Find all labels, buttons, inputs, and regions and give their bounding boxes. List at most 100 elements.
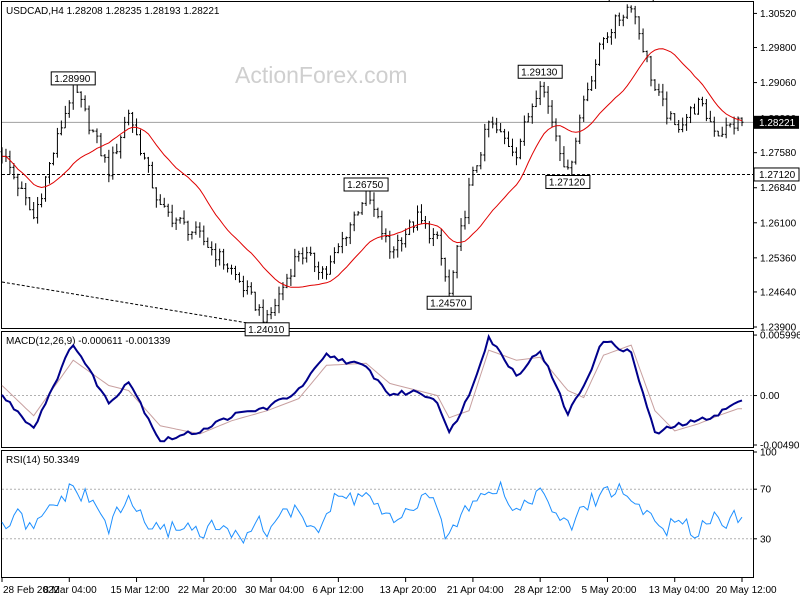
candle: [570, 160, 574, 176]
time-tick-label: 30 Mar 04:00: [245, 585, 304, 596]
price-tick-label: 1.24640: [760, 287, 797, 298]
candle: [499, 123, 503, 133]
candle: [4, 148, 8, 162]
svg-text:1.27120: 1.27120: [759, 170, 796, 181]
candle: [309, 246, 313, 256]
candle: [732, 116, 736, 135]
candle: [641, 28, 645, 53]
candle: [79, 91, 83, 108]
candle: [16, 173, 20, 197]
candle: [594, 59, 598, 89]
candle: [542, 81, 546, 98]
candle: [162, 197, 166, 208]
candle: [392, 246, 396, 259]
candle: [653, 79, 657, 91]
time-tick-label: 13 May 04:00: [649, 585, 710, 596]
svg-text:1.27120: 1.27120: [549, 177, 586, 188]
candle: [467, 177, 471, 225]
macd-panel: [1, 331, 754, 448]
candle: [677, 120, 681, 133]
candle: [40, 193, 44, 208]
candle: [372, 192, 376, 217]
candle: [578, 114, 582, 145]
candle: [230, 264, 234, 275]
candle: [431, 228, 435, 247]
price-tick-label: 1.29800: [760, 43, 797, 54]
candle: [503, 128, 507, 145]
macd-tick-label: 0.00: [760, 391, 780, 402]
candle: [186, 220, 190, 241]
rsi-panel: [1, 450, 754, 578]
candle: [661, 83, 665, 107]
candle: [510, 138, 514, 157]
candle: [613, 14, 617, 39]
candle: [352, 211, 356, 232]
price-label: 1.26750: [343, 177, 389, 192]
candle: [700, 96, 704, 107]
candle: [471, 166, 475, 186]
time-tick-label: 22 Mar 20:00: [178, 585, 237, 596]
candle: [617, 12, 621, 27]
candle: [103, 153, 107, 163]
candle: [657, 83, 661, 96]
candle: [170, 204, 174, 228]
candle: [328, 255, 332, 275]
time-tick-label: 20 May 12:00: [716, 585, 777, 596]
candle: [601, 37, 605, 50]
price-label: 1.28990: [50, 71, 96, 86]
candle: [182, 210, 186, 225]
price-label: 1.30750: [608, 0, 654, 3]
candle: [59, 120, 63, 136]
time-tick-label: 13 Apr 20:00: [380, 585, 437, 596]
candle: [669, 111, 673, 121]
candle: [289, 268, 293, 286]
candle: [404, 228, 408, 248]
candle: [443, 257, 447, 282]
candle: [305, 246, 309, 263]
candle: [376, 207, 380, 219]
candle: [317, 261, 321, 280]
candle: [99, 133, 103, 157]
candle: [435, 231, 439, 240]
candle: [87, 105, 91, 135]
candle: [277, 286, 281, 314]
candle: [146, 156, 150, 173]
candle: [281, 282, 285, 301]
time-tick-label: 21 Apr 04:00: [447, 585, 504, 596]
candle: [554, 118, 558, 142]
candle: [111, 146, 115, 180]
candle: [321, 266, 325, 279]
candle: [218, 248, 222, 266]
price-tick-label: 1.29060: [760, 78, 797, 89]
candle: [491, 116, 495, 129]
time-tick-label: 8 Mar 04:00: [43, 585, 97, 596]
candle: [32, 201, 36, 220]
candle: [558, 135, 562, 162]
candle: [115, 143, 119, 155]
candle: [685, 113, 689, 131]
candle: [249, 282, 253, 295]
time-tick-label: 6 Apr 12:00: [312, 585, 364, 596]
candle: [301, 247, 305, 265]
candle: [123, 116, 127, 139]
candle: [740, 117, 744, 127]
candle: [609, 28, 613, 45]
candle: [495, 117, 499, 134]
rsi-tick-label: 100: [760, 448, 777, 459]
candle: [724, 117, 728, 139]
candle: [546, 85, 550, 114]
candle: [210, 241, 214, 256]
support-price-tag: 1.27120: [753, 167, 800, 182]
candle: [24, 182, 28, 206]
svg-text:1.26750: 1.26750: [347, 180, 384, 191]
candle: [586, 82, 590, 102]
price-tick-label: 1.26100: [760, 218, 797, 229]
price-panel: [1, 1, 754, 329]
svg-text:1.28221: 1.28221: [759, 118, 796, 129]
candle: [562, 146, 566, 168]
svg-text:1.24010: 1.24010: [248, 325, 285, 336]
candle: [28, 197, 32, 211]
